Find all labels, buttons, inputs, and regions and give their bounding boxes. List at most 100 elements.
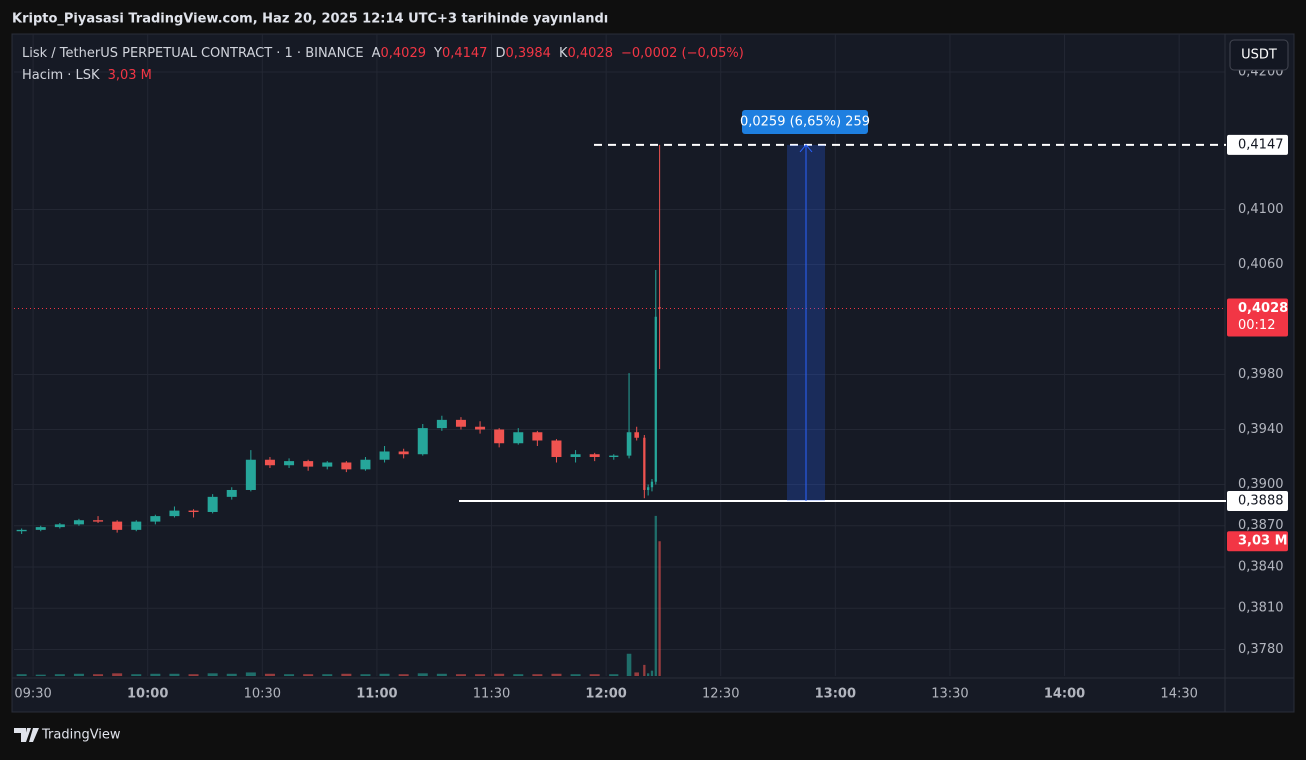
volume-bar [494,673,505,676]
volume-bar [207,673,218,676]
legend-item: Hacim · LSK [22,68,100,83]
countdown-label: 00:12 [1238,318,1275,333]
candle-body [570,454,581,457]
volume-bar [475,674,486,676]
x-tick-label: 14:00 [1044,687,1085,702]
candle-body [475,426,486,430]
volume-bar [73,673,84,676]
candle-body [398,451,409,455]
volume-bar [532,674,543,676]
volume-bar [551,673,562,676]
x-tick-label: 10:00 [127,687,168,702]
volume-badge: 3,03 M [1238,534,1288,549]
measure-label-box [742,110,868,134]
candle-body [551,440,562,457]
footer-brand: TradingView [41,728,121,743]
measure-arrow-head [799,144,813,153]
volume-bar [360,674,371,676]
x-tick-label: 11:00 [356,687,397,702]
volume-bar [589,674,600,676]
currency-button-box[interactable] [1229,39,1289,71]
legend-item: −0,0002 (−0,05%) [621,46,744,61]
last-price-label: 0,4028 [1238,301,1288,316]
candle-body [650,481,654,488]
volume-bar [647,673,650,676]
currency-button[interactable]: USDT [1241,48,1277,63]
legend-item: A [372,46,381,61]
legend-item: 0,4028 [568,46,614,61]
high-badge-box [1227,134,1288,155]
volume-bar [455,674,466,676]
legend-item: Y [433,46,442,61]
volume-bar [112,673,123,676]
volume-bar [643,664,646,676]
x-tick-label: 14:30 [1160,687,1197,702]
volume-bar [188,674,199,676]
candle-body [73,520,84,525]
candle-body [188,510,199,512]
y-tick-label: 0,3980 [1238,367,1284,382]
x-tick-label: 09:30 [14,687,51,702]
last-price-box [1227,298,1288,337]
volume-bar [341,673,352,676]
y-tick-label: 0,3810 [1238,601,1284,616]
volume-bar [417,673,428,676]
volume-bar [131,674,142,676]
legend-item: K [559,46,568,61]
volume-bar [513,674,524,676]
chart-panel [11,33,1295,713]
candle-body [245,459,256,490]
legend-item: 0,4029 [381,46,427,61]
volume-bar [245,672,256,676]
legend-line: Lisk / TetherUS PERPETUAL CONTRACT · 1 ·… [22,46,744,61]
y-tick-label: 0,3940 [1238,422,1284,437]
candle-body [379,451,390,460]
volume-bar [322,674,333,676]
volume-badge-box [1227,531,1288,552]
candle-body [436,419,447,429]
candle-body [16,529,27,532]
candle-body [609,455,619,457]
candle-body [303,461,314,467]
volume-bar [379,673,390,676]
candle-body [417,428,428,455]
y-tick-label: 0,3900 [1238,477,1284,492]
volume-bar [634,672,639,676]
legend-item: 3,03 M [108,68,152,83]
volume-bar [650,670,654,676]
candle-body [643,437,646,490]
candle-body [626,432,632,456]
volume-bar [626,653,632,676]
low-badge-box [1227,490,1288,511]
volume-bar [284,674,295,676]
volume-bar [609,674,619,676]
y-tick-label: 0,4060 [1238,257,1284,272]
candle-body [112,521,123,530]
candle-body [131,521,142,530]
candle-body [207,496,218,512]
plot: 09:30 10:00 10:30 11:00 11:30 12:00 12:30 13:00… [12,34,1294,712]
low-badge: 0,3888 [1238,493,1284,508]
legend-item: Lisk / TetherUS PERPETUAL CONTRACT · 1 ·… [22,46,364,61]
candle-body [54,524,65,528]
candle-body [360,459,371,470]
volume-bar [658,541,661,676]
candle-body [150,516,161,522]
candle-body [264,459,275,466]
volume-bar [398,674,409,676]
y-tick-label: 0,3780 [1238,642,1284,657]
high-badge: 0,4147 [1238,137,1284,152]
x-tick-label: 11:30 [473,687,510,702]
volume-bar [303,674,314,676]
volume-bar [654,515,657,676]
legend-item: D [495,46,505,61]
candle-body [93,520,104,522]
candle-body [658,307,661,309]
y-tick-label: 0,3840 [1238,559,1284,574]
legend-volume: Hacim · LSK 3,03 M [22,68,152,83]
x-tick-label: 12:30 [702,687,739,702]
candle-body [634,432,639,438]
y-tick-label: 0,4100 [1238,202,1284,217]
volume-bar [93,674,104,676]
